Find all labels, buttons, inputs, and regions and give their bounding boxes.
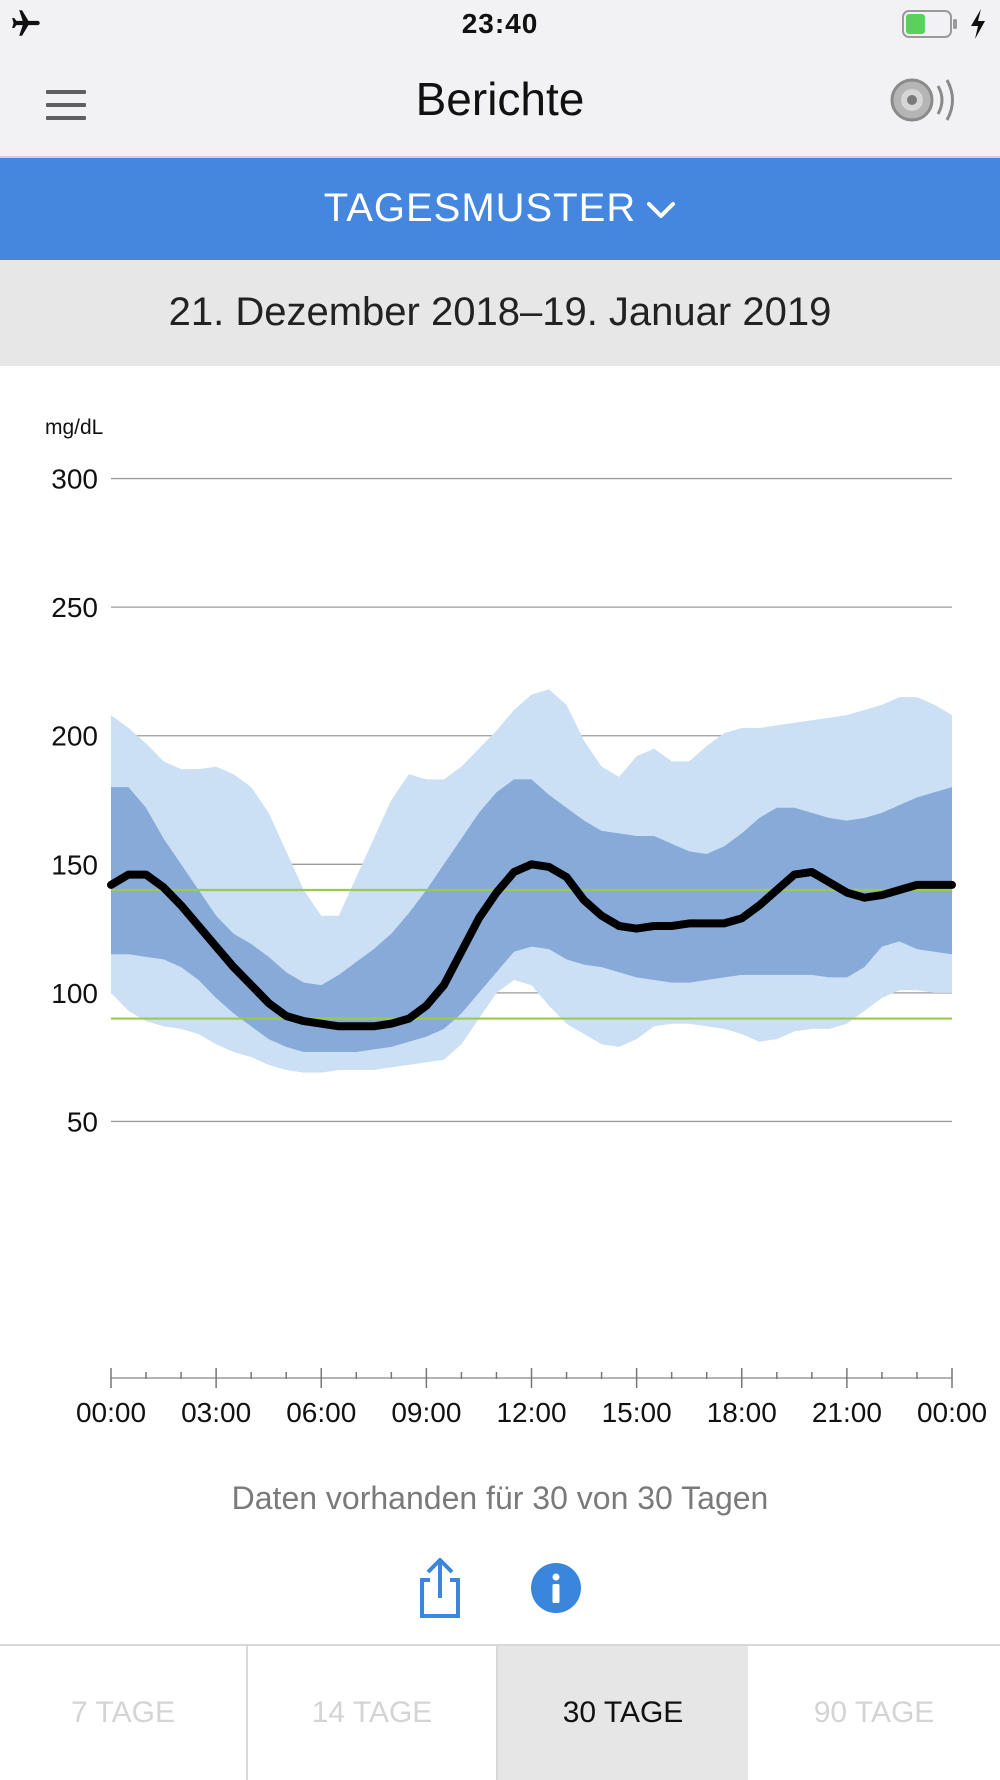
tab-label: 30 TAGE xyxy=(563,1696,684,1729)
x-tick-label: 12:00 xyxy=(496,1397,566,1428)
y-tick-label: 300 xyxy=(51,464,98,495)
report-type-selector[interactable]: TAGESMUSTER xyxy=(0,158,1000,260)
daily-pattern-chart: mg/dL3503002502001501005000:0003:0006:00… xyxy=(0,366,1000,1446)
y-tick-label: 50 xyxy=(67,1106,98,1137)
tab-label: 7 TAGE xyxy=(71,1696,175,1729)
tab-7-days[interactable]: 7 TAGE xyxy=(0,1646,248,1780)
tab-90-days[interactable]: 90 TAGE xyxy=(748,1646,1000,1780)
x-tick-label: 21:00 xyxy=(812,1397,882,1428)
x-tick-label: 00:00 xyxy=(76,1397,146,1428)
charging-icon xyxy=(968,8,988,40)
x-tick-label: 00:00 xyxy=(917,1397,987,1428)
date-range-label: 21. Dezember 2018–19. Januar 2019 xyxy=(0,290,1000,335)
report-type-label: TAGESMUSTER xyxy=(324,186,637,230)
y-tick-label: 100 xyxy=(51,978,98,1009)
tab-30-days[interactable]: 30 TAGE xyxy=(498,1646,748,1780)
x-tick-label: 03:00 xyxy=(181,1397,251,1428)
y-tick-label: 200 xyxy=(51,721,98,752)
y-axis-unit-label: mg/dL xyxy=(45,416,103,439)
x-tick-label: 18:00 xyxy=(707,1397,777,1428)
status-time: 23:40 xyxy=(0,8,1000,40)
sensor-scan-icon[interactable] xyxy=(888,76,958,124)
x-tick-label: 09:00 xyxy=(391,1397,461,1428)
tab-14-days[interactable]: 14 TAGE xyxy=(248,1646,498,1780)
y-tick-label: 150 xyxy=(51,849,98,880)
share-icon[interactable] xyxy=(416,1556,464,1620)
tab-label: 90 TAGE xyxy=(814,1696,935,1729)
x-tick-label: 06:00 xyxy=(286,1397,356,1428)
battery-level-fill xyxy=(906,14,925,34)
date-range-bar: 21. Dezember 2018–19. Januar 2019 xyxy=(0,260,1000,366)
period-tabs: 7 TAGE 14 TAGE 30 TAGE 90 TAGE xyxy=(0,1644,1000,1780)
chevron-down-icon xyxy=(646,200,676,220)
y-tick-label: 250 xyxy=(51,592,98,623)
battery-icon xyxy=(902,10,958,38)
status-bar: 23:40 xyxy=(0,0,1000,50)
data-availability-note: Daten vorhanden für 30 von 30 Tagen xyxy=(0,1480,1000,1517)
info-icon[interactable] xyxy=(530,1562,582,1614)
tab-label: 14 TAGE xyxy=(312,1696,433,1729)
x-tick-label: 15:00 xyxy=(602,1397,672,1428)
page-title: Berichte xyxy=(0,72,1000,126)
